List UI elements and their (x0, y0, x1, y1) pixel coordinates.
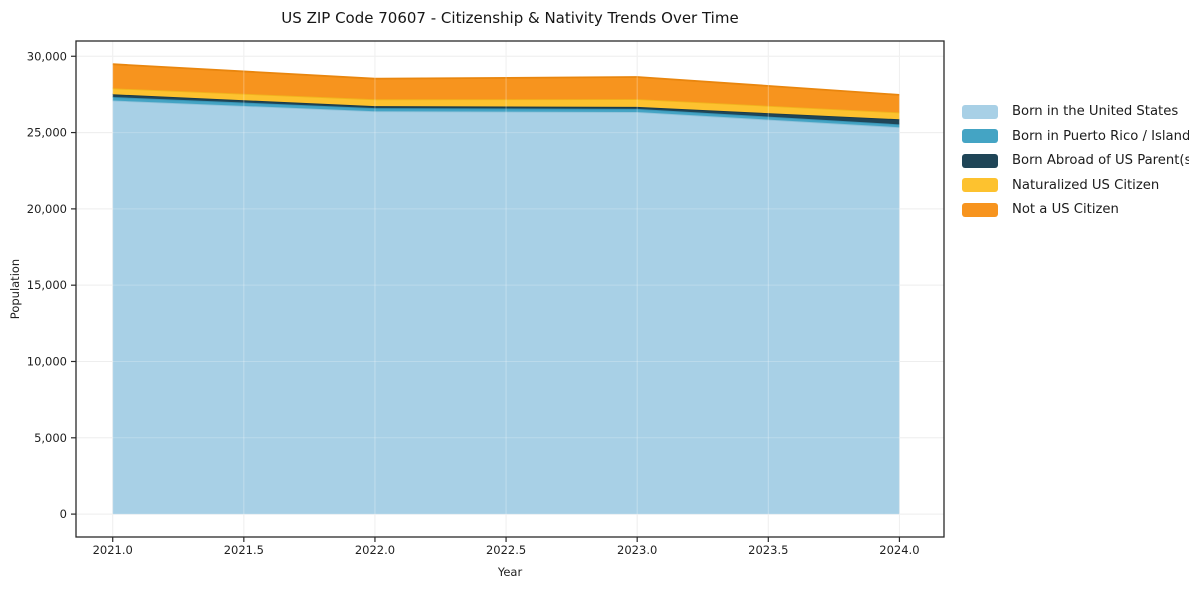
y-tick-label: 20,000 (27, 202, 67, 216)
legend-item-born-in-the-united-states: Born in the United States (962, 104, 1189, 119)
legend-item-born-abroad-of-us-parent-s: Born Abroad of US Parent(s) (962, 153, 1189, 168)
x-tick-label: 2022.0 (355, 543, 395, 557)
legend-label: Not a US Citizen (1012, 202, 1119, 217)
y-tick-label: 0 (60, 507, 67, 521)
area-edge-not-a-us-citizen (112, 63, 900, 96)
area-not-a-us-citizen (112, 64, 900, 113)
y-tick-label: 15,000 (27, 278, 67, 292)
legend-label: Born in Puerto Rico / Islands (1012, 128, 1189, 144)
x-tick-label: 2023.0 (617, 543, 657, 557)
y-tick-label: 25,000 (27, 126, 67, 140)
legend-label: Born in the United States (1012, 104, 1179, 119)
area-born-in-the-united-states (112, 100, 900, 515)
legend-swatch-born-in-puerto-rico-islands (962, 129, 998, 143)
legend-label: Naturalized US Citizen (1012, 177, 1160, 193)
x-tick-label: 2023.5 (748, 543, 788, 557)
y-tick-label: 10,000 (27, 354, 67, 368)
legend-swatch-not-a-us-citizen (962, 202, 998, 217)
legend-swatch-naturalized-us-citizen (962, 178, 998, 192)
legend-label: Born Abroad of US Parent(s) (1012, 153, 1189, 168)
chart-title: US ZIP Code 70607 - Citizenship & Nativi… (281, 9, 739, 27)
y-tick-label: 5,000 (34, 431, 67, 445)
y-tick-label: 30,000 (27, 49, 67, 63)
legend-item-born-in-puerto-rico-islands: Born in Puerto Rico / Islands (962, 129, 1189, 144)
legend-item-not-a-us-citizen: Not a US Citizen (962, 202, 1189, 217)
y-axis-label: Population (8, 258, 22, 320)
x-axis-label: Year (497, 565, 523, 579)
area-naturalized-us-citizen (112, 88, 900, 120)
legend-item-naturalized-us-citizen: Naturalized US Citizen (962, 178, 1189, 193)
legend: Born in the United States Born in Puerto … (962, 104, 1189, 217)
plot-spines (75, 40, 945, 538)
x-tick-label: 2021.5 (224, 543, 264, 557)
legend-swatch-born-in-the-united-states (962, 104, 998, 119)
x-tick-label: 2024.0 (879, 543, 919, 557)
legend-swatch-born-abroad-of-us-parent-s (962, 153, 998, 168)
x-tick-label: 2022.5 (486, 543, 526, 557)
x-tick-label: 2021.0 (93, 543, 133, 557)
